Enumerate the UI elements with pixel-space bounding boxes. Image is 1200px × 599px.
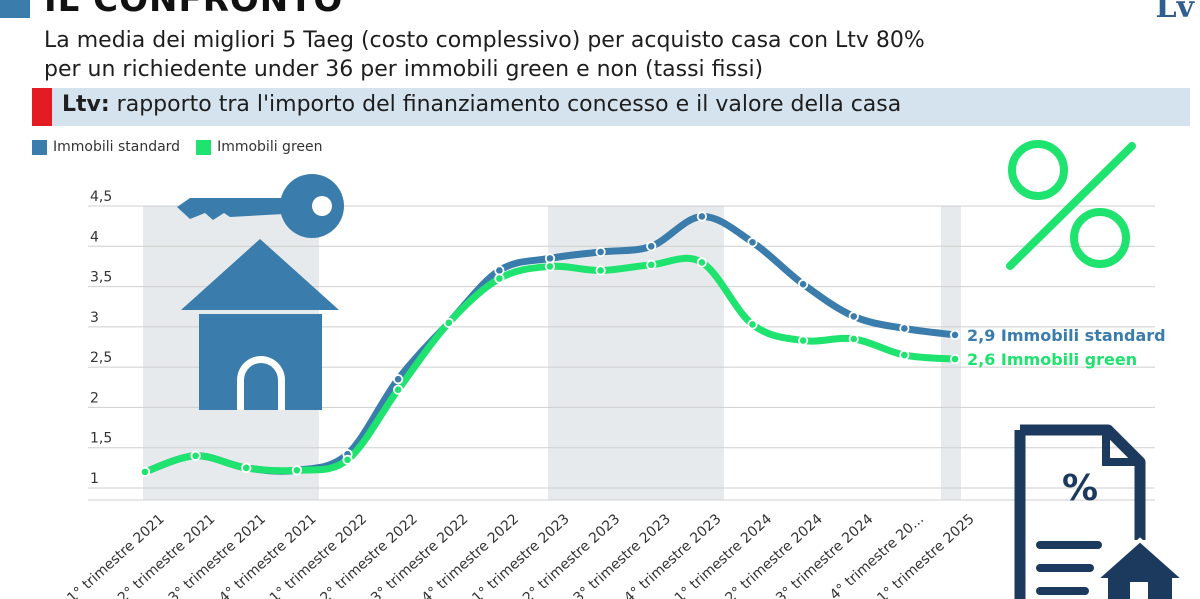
legend-swatch-standard — [32, 139, 47, 155]
data-point — [393, 374, 404, 385]
x-tick-label: 4° trimestre 20... — [827, 511, 927, 599]
legend-item-standard: Immobili standard — [32, 139, 180, 155]
end-labels: 2,9 Immobili standard 2,6 Immobili green — [967, 326, 1166, 369]
data-point — [595, 265, 606, 276]
data-point — [190, 450, 201, 461]
data-point — [848, 311, 859, 322]
data-point — [899, 323, 910, 334]
data-point — [494, 265, 505, 276]
mortgage-document-icon: % — [1014, 424, 1191, 599]
definition-bar — [32, 88, 1190, 126]
data-point — [241, 462, 252, 473]
ltv-definition: Ltv: rapporto tra l'importo del finanzia… — [62, 92, 901, 117]
data-point — [798, 335, 809, 346]
data-point — [696, 211, 707, 222]
header-accent-square — [0, 0, 30, 18]
house-icon — [181, 239, 339, 410]
data-point — [544, 253, 556, 264]
y-axis-ticks: 1 1,5 2 2,5 3 3,5 4 4,5 — [90, 189, 112, 487]
legend-item-green: Immobili green — [196, 139, 323, 155]
y-tick-label: 1 — [90, 471, 99, 487]
legend-swatch-green — [196, 139, 212, 155]
data-point — [443, 317, 454, 328]
data-points — [139, 211, 961, 477]
shaded-band — [941, 206, 961, 500]
y-tick-label: 2,5 — [90, 350, 112, 366]
chart-legend: Immobili standard Immobili green — [32, 139, 323, 155]
svg-text:%: % — [1062, 468, 1098, 509]
y-tick-label: 1,5 — [90, 431, 112, 447]
x-tick-label: 1° trimestre 2021 — [64, 511, 167, 599]
data-point — [949, 329, 961, 341]
data-point — [899, 349, 910, 361]
data-point — [494, 273, 505, 284]
data-point — [747, 319, 758, 330]
subtitle-line-2: per un richiedente under 36 per immobili… — [44, 57, 764, 82]
y-tick-label: 4,5 — [90, 189, 112, 205]
definition-accent-mark — [32, 88, 52, 126]
percent-icon — [1006, 140, 1136, 270]
data-point — [949, 353, 961, 365]
data-point — [544, 261, 556, 272]
data-point — [595, 246, 606, 258]
legend-label-green: Immobili green — [217, 139, 323, 155]
publisher-logo: Lv — [1155, 0, 1194, 25]
illustration-icons: % — [177, 140, 1191, 599]
page-title: IL CONFRONTO — [44, 0, 344, 20]
y-tick-label: 2 — [90, 390, 99, 406]
data-point — [696, 257, 707, 268]
page-subtitle: La media dei migliori 5 Taeg (costo comp… — [44, 26, 1144, 84]
end-label: 2,6 Immobili green — [967, 350, 1137, 369]
data-point — [139, 466, 151, 477]
end-label: 2,9 Immobili standard — [967, 326, 1166, 345]
ltv-definition-label: Ltv: — [62, 92, 110, 117]
y-tick-label: 3,5 — [90, 270, 112, 286]
y-tick-label: 3 — [90, 310, 99, 326]
data-point — [342, 454, 353, 465]
key-icon — [177, 174, 344, 238]
data-point — [747, 237, 758, 248]
data-point — [393, 384, 404, 395]
legend-label-standard: Immobili standard — [53, 139, 181, 155]
data-point — [646, 259, 657, 270]
ltv-definition-text: rapporto tra l'importo del finanziamento… — [109, 92, 902, 117]
data-point — [291, 465, 302, 476]
data-point — [798, 279, 809, 290]
subtitle-line-1: La media dei migliori 5 Taeg (costo comp… — [44, 28, 925, 53]
data-point — [646, 241, 657, 252]
y-tick-label: 4 — [90, 229, 99, 245]
data-point — [848, 333, 859, 345]
